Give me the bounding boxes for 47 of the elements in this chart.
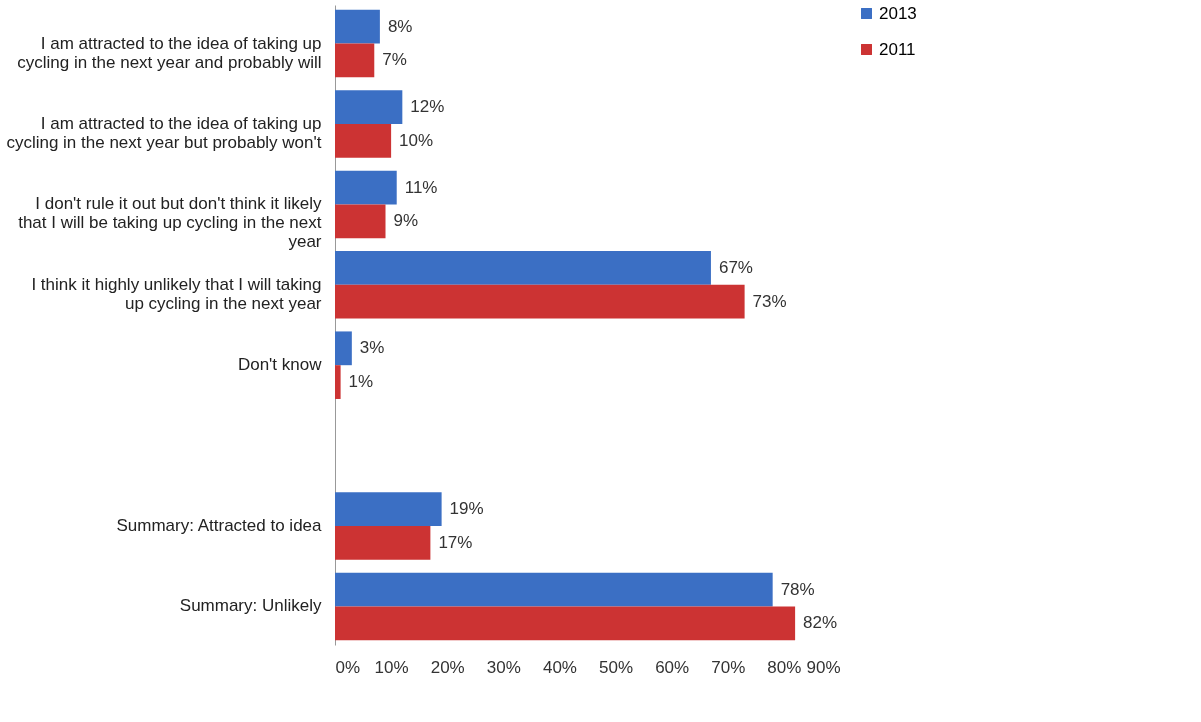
- data-label: 67%: [718, 257, 753, 277]
- bar: [335, 90, 403, 124]
- data-label: 9%: [393, 211, 419, 231]
- y-tick-label: Summary: Unlikely: [179, 596, 322, 616]
- bar: [335, 365, 341, 399]
- y-tick-label: Summary: Attracted to idea: [116, 516, 323, 536]
- bar: [335, 9, 380, 44]
- x-tick-label: 60%: [655, 657, 690, 677]
- data-label: 3%: [359, 338, 385, 358]
- y-tick-label: I am attracted to the idea of taking up cycling in the next year and probably will: [17, 33, 322, 72]
- x-tick-label: 40%: [542, 657, 577, 677]
- bar: [335, 170, 397, 205]
- x-tick-label: 20%: [430, 657, 465, 677]
- bar: [335, 43, 375, 78]
- x-tick-label: 30%: [486, 657, 521, 677]
- data-label: 12%: [410, 97, 445, 117]
- bar: [335, 606, 796, 641]
- x-tick-label: 90%: [806, 657, 841, 677]
- x-tick-label: 70%: [711, 657, 746, 677]
- y-tick-label: Don't know: [237, 355, 323, 375]
- data-label: 19%: [449, 499, 484, 519]
- bar: [335, 123, 392, 158]
- bar: [335, 331, 352, 366]
- data-label: 82%: [803, 613, 838, 633]
- y-tick-label: I am attracted to the idea of taking up cycling in the next year but probably won't: [6, 113, 322, 152]
- data-label: 78%: [780, 579, 815, 599]
- data-label: 11%: [404, 177, 438, 197]
- bar: [335, 251, 711, 285]
- data-label: 17%: [438, 532, 473, 552]
- bar: [335, 572, 773, 607]
- data-label: 10%: [399, 130, 434, 150]
- y-tick-label: I don't rule it out but don't think it likely that I will be taking up cycling in the next year: [18, 194, 322, 252]
- data-label: 1%: [348, 372, 374, 392]
- bar: [335, 492, 442, 527]
- x-tick-label: 50%: [599, 657, 634, 677]
- legend-label: 2011: [879, 39, 916, 59]
- x-tick-label: 0%: [335, 657, 361, 677]
- bar: [335, 526, 431, 560]
- bar: [335, 284, 745, 319]
- data-label: 73%: [752, 291, 787, 311]
- y-tick-label: I think it highly unlikely that I will taking up cycling in the next year: [31, 274, 322, 313]
- bar: [335, 204, 386, 239]
- data-label: 8%: [387, 16, 413, 36]
- data-label: 7%: [382, 50, 407, 70]
- x-tick-label: 80%: [767, 657, 802, 677]
- x-tick-label: 10%: [374, 657, 409, 677]
- legend-label: 2013: [879, 3, 917, 23]
